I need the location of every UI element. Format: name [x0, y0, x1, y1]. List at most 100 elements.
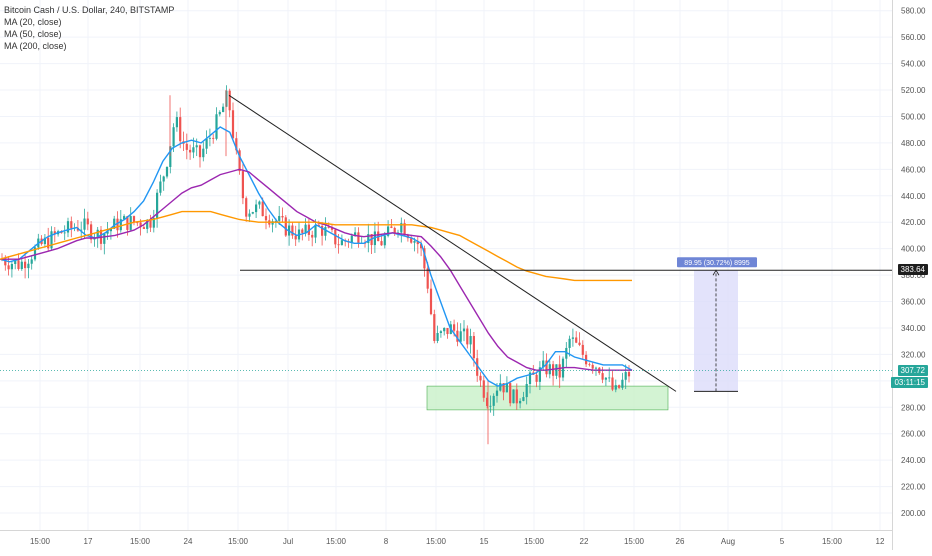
candle-body [7, 265, 10, 270]
candle-body [175, 117, 178, 128]
candle-body [522, 397, 525, 401]
candle-body [311, 234, 314, 238]
candle-body [330, 227, 334, 230]
time-tick: 15:00 [30, 537, 51, 546]
candle-body [10, 263, 13, 270]
candle-body [24, 261, 27, 269]
ma200-legend[interactable]: MA (200, close) [4, 41, 67, 51]
resistance-price-label: 383.64 [897, 264, 928, 275]
price-chart[interactable]: 89.95 (30.72%) 8995 [0, 0, 892, 530]
time-tick: 8 [384, 537, 389, 546]
candle-body [119, 219, 122, 231]
ma20-line[interactable] [0, 126, 633, 387]
candle-body [456, 330, 459, 342]
moving-averages [0, 126, 633, 387]
price-tick: 320.00 [901, 350, 926, 359]
candle-body [274, 220, 277, 222]
price-tick: 260.00 [901, 430, 926, 439]
candle-body [132, 216, 136, 223]
ma50-line[interactable] [0, 168, 632, 371]
time-tick: 12 [876, 537, 885, 546]
candle-body [185, 143, 188, 150]
candle-body [608, 377, 611, 379]
symbol-title[interactable]: Bitcoin Cash / U.S. Dollar, 240, BITSTAM… [4, 5, 175, 15]
candle-body [198, 145, 202, 158]
price-tick: 560.00 [901, 33, 926, 42]
candle-body [281, 216, 284, 218]
time-tick: 26 [676, 537, 685, 546]
candle-body [245, 198, 248, 217]
candle-body [337, 244, 340, 246]
candle-body [33, 247, 37, 260]
candle-body [248, 213, 251, 217]
candle-body [624, 372, 627, 380]
time-axis[interactable]: 15:00 17 15:00 24 15:00 Jul 15:00 8 15:00 15 15:00… [0, 530, 892, 551]
measure-label: 89.95 (30.72%) 8995 [684, 260, 749, 267]
candle-body [212, 137, 215, 139]
candle-body [123, 216, 126, 220]
candle-body [542, 360, 545, 368]
candle-body [505, 383, 508, 393]
candle-body [535, 374, 538, 382]
candle-body [479, 375, 482, 381]
price-tick: 220.00 [901, 483, 926, 492]
time-tick: Aug [721, 537, 735, 546]
ma50-legend[interactable]: MA (50, close) [4, 29, 62, 39]
candle-body [90, 224, 93, 240]
time-tick: 15:00 [326, 537, 347, 546]
candle-body [459, 331, 462, 342]
candle-body [446, 327, 449, 335]
candle-body [317, 224, 320, 226]
candle-body [416, 241, 419, 245]
candle-body [512, 389, 515, 404]
candle-body [611, 377, 614, 390]
downtrend-line[interactable] [228, 94, 677, 392]
candle-body [367, 233, 370, 244]
candle-body [103, 233, 106, 244]
candle-body [294, 235, 297, 240]
candle-body [304, 224, 307, 233]
candle-body [63, 232, 66, 234]
candle-body [383, 235, 386, 246]
price-tick: 420.00 [901, 218, 926, 227]
candle-body [340, 240, 343, 246]
support-zone[interactable] [426, 385, 669, 411]
candle-body [601, 373, 604, 380]
chart-legend[interactable]: Bitcoin Cash / U.S. Dollar, 240, BITSTAM… [4, 4, 174, 52]
candle-body [218, 112, 221, 115]
candle-body [238, 150, 241, 172]
candle-body [116, 218, 119, 231]
ma20-legend[interactable]: MA (20, close) [4, 17, 62, 27]
candle-body [156, 192, 159, 218]
price-axis[interactable]: 580.00 560.00 540.00 520.00 500.00 480.00 460.… [892, 0, 932, 550]
candle-body [433, 314, 436, 341]
time-tick: 15 [480, 537, 489, 546]
candle-body [142, 227, 145, 229]
candle-body [423, 248, 426, 269]
ma200-line[interactable] [0, 210, 632, 282]
candle-body [568, 338, 571, 348]
candle-body [284, 217, 287, 236]
candle-body [189, 149, 192, 153]
candle-body [575, 337, 578, 343]
candle-body [591, 364, 594, 369]
price-tick: 240.00 [901, 456, 926, 465]
candle-body [466, 328, 469, 345]
candle-body [169, 146, 172, 167]
candle-body [258, 201, 261, 205]
candle-body [314, 224, 317, 238]
candle-body [205, 138, 208, 149]
price-tick: 400.00 [901, 245, 926, 254]
candle-body [20, 261, 23, 269]
candle-body [558, 364, 561, 378]
time-tick: 15:00 [822, 537, 843, 546]
candle-body [565, 347, 568, 359]
drawing-tools[interactable]: 89.95 (30.72%) 8995 [0, 94, 892, 392]
candle-body [393, 227, 396, 233]
candle-body [614, 385, 617, 390]
candle-body [80, 229, 83, 231]
candle-body [492, 395, 495, 406]
candle-body [594, 367, 598, 369]
candle-body [581, 344, 584, 355]
